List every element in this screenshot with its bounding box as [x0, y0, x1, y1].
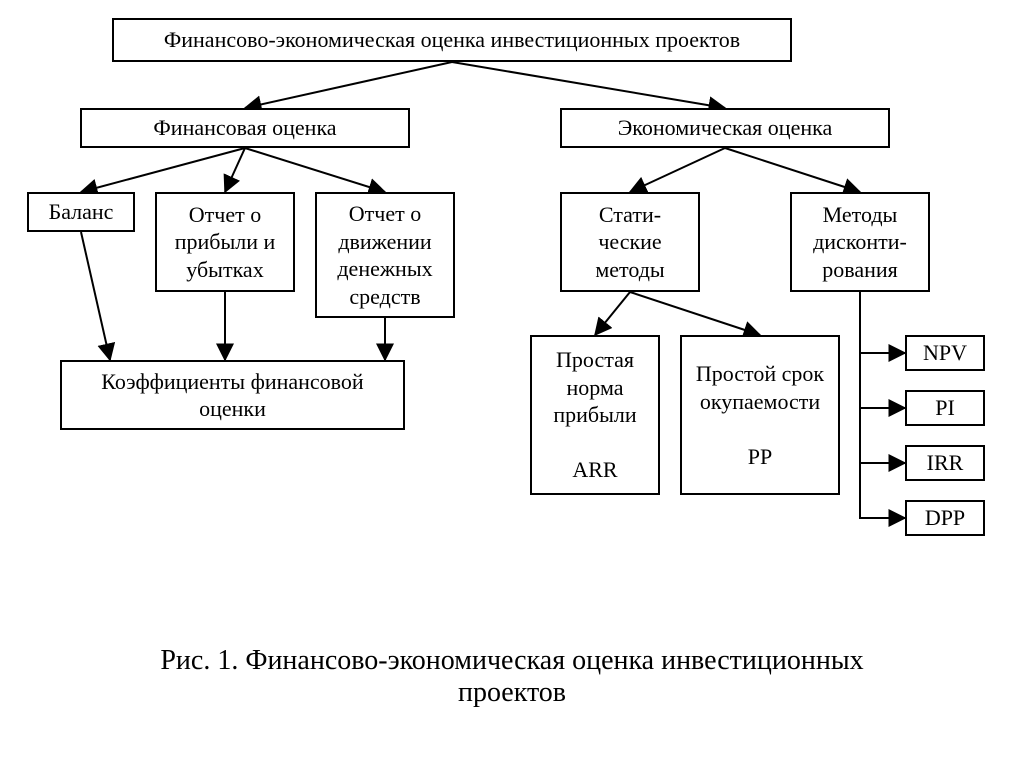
node-label: Отчет о движении денежных средств [325, 200, 445, 310]
node-label: Финансово-экономическая оценка инвестици… [164, 26, 740, 54]
node-label: NPV [923, 339, 967, 367]
node-pi: PI [905, 390, 985, 426]
node-economic-eval: Экономическая оценка [560, 108, 890, 148]
caption-line-1: Рис. 1. Финансово-экономическая оценка и… [0, 645, 1024, 677]
diagram-canvas: Финансово-экономическая оценка инвестици… [0, 0, 1024, 767]
node-irr: IRR [905, 445, 985, 481]
node-balance: Баланс [27, 192, 135, 232]
node-label: DPP [925, 504, 965, 532]
node-label: Баланс [49, 198, 114, 226]
node-cash-flow: Отчет о движении денежных средств [315, 192, 455, 318]
node-label: Простая норма прибылиARR [540, 346, 650, 484]
node-dpp: DPP [905, 500, 985, 536]
caption-line-2: проектов [0, 677, 1024, 709]
node-profit-loss: Отчет о прибыли и убытках [155, 192, 295, 292]
node-label: PI [935, 394, 955, 422]
node-arr: Простая норма прибылиARR [530, 335, 660, 495]
node-coefficients: Коэффициенты финансовой оценки [60, 360, 405, 430]
node-pp: Простой срок окупаемостиPP [680, 335, 840, 495]
node-static-methods: Стати-ческие методы [560, 192, 700, 292]
node-label: Стати-ческие методы [570, 201, 690, 284]
node-label: Отчет о прибыли и убытках [165, 201, 285, 284]
node-financial-eval: Финансовая оценка [80, 108, 410, 148]
node-label: Коэффициенты финансовой оценки [70, 368, 395, 423]
node-label: Экономическая оценка [618, 114, 832, 142]
node-root: Финансово-экономическая оценка инвестици… [112, 18, 792, 62]
node-discount-methods: Методы дисконти-рования [790, 192, 930, 292]
figure-caption: Рис. 1. Финансово-экономическая оценка и… [0, 645, 1024, 709]
node-label: IRR [927, 449, 964, 477]
node-npv: NPV [905, 335, 985, 371]
node-label: Финансовая оценка [153, 114, 336, 142]
node-label: Простой срок окупаемостиPP [690, 360, 830, 470]
node-label: Методы дисконти-рования [800, 201, 920, 284]
